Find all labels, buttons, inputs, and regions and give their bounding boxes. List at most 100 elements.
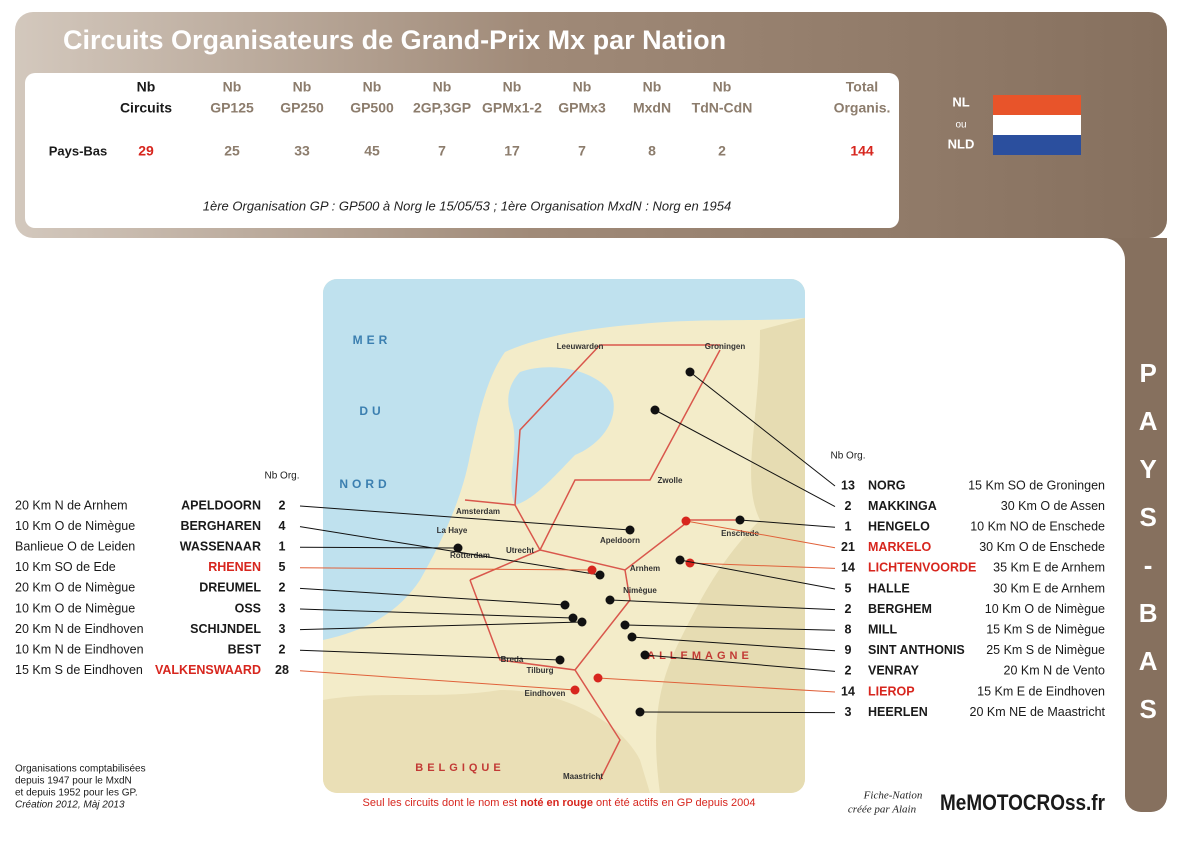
circuit-name: HEERLEN: [868, 705, 928, 719]
column-value: 144: [850, 143, 874, 159]
circuit-dot: [681, 516, 691, 526]
location: 30 Km E de Arnhem: [993, 581, 1105, 595]
circuit-dot: [650, 405, 660, 415]
leader-line: [299, 621, 583, 631]
flag-code: NL: [952, 94, 969, 109]
location: 10 Km NO de Enschede: [970, 519, 1105, 533]
location: 20 Km N de Eindhoven: [15, 622, 144, 636]
leader-line: [739, 519, 836, 528]
count: 2: [279, 642, 286, 656]
column-header: Nb: [363, 79, 382, 95]
column-value: 29: [138, 143, 154, 159]
circuit-dot: [560, 600, 570, 610]
map-label: Zwolle: [658, 476, 683, 485]
circuit-name: VALKENSWAARD: [155, 663, 261, 677]
column-value: 2: [718, 143, 726, 159]
column-header: Nb: [137, 79, 156, 95]
leader-line: [299, 505, 631, 531]
count: 2: [845, 664, 852, 678]
location: 10 Km O de Nimègue: [985, 602, 1105, 616]
count: 8: [845, 622, 852, 636]
column-value: 8: [648, 143, 656, 159]
map-label: Arnhem: [630, 564, 660, 573]
circuit-dot: [685, 558, 695, 568]
flag-stripe: [993, 115, 1081, 135]
circuit-dot: [620, 620, 630, 630]
map-sea: [323, 279, 805, 640]
map-label: Groningen: [705, 342, 746, 351]
location: 15 Km SO de Groningen: [968, 478, 1105, 492]
leader-line: [299, 526, 601, 576]
count: 3: [279, 622, 286, 636]
column-header: Nb: [293, 79, 312, 95]
circuit-dot: [627, 632, 637, 642]
map-label: DU: [359, 404, 384, 418]
content: NbCircuits29NbGP12525NbGP25033NbGP50045N…: [15, 79, 1106, 816]
circuit-dot: [453, 543, 463, 553]
circuit-name: APELDOORN: [181, 498, 261, 512]
map-label: NORD: [339, 477, 390, 491]
footnote: Organisations comptabilisées: [15, 764, 146, 775]
map-label: Nimègue: [623, 586, 657, 595]
count: 5: [845, 581, 852, 595]
column-value: 45: [364, 143, 380, 159]
count: 3: [279, 601, 286, 615]
side-band: [1080, 238, 1167, 812]
list-heading: Nb Org.: [264, 471, 299, 482]
map-label: Apeldoorn: [600, 536, 640, 545]
road: [469, 349, 721, 581]
leader-line: [299, 608, 574, 619]
map-label: MER: [353, 333, 392, 347]
road: [464, 499, 740, 571]
column-value: 7: [578, 143, 586, 159]
flag-stripe: [993, 135, 1081, 155]
logo: MeMOTOCROss.fr: [940, 790, 1105, 815]
bottom-note: Seul les circuits dont le nom est noté e…: [363, 797, 756, 809]
credit: créée par Alain: [848, 804, 917, 816]
count: 2: [845, 602, 852, 616]
map: MER DU NORD BELGIQUE ALLEMAGNE Groningen Leeuw…: [323, 279, 805, 793]
location: 35 Km E de Arnhem: [993, 561, 1105, 575]
location: 15 Km S de Nimègue: [986, 622, 1105, 636]
map-label: Eindhoven: [525, 689, 566, 698]
map-label: Breda: [501, 655, 524, 664]
count: 28: [275, 663, 289, 677]
count: 9: [845, 643, 852, 657]
circuit-dot: [685, 367, 695, 377]
circuit-name: LIEROP: [868, 684, 915, 698]
map-belgium: [323, 690, 650, 793]
location: 20 Km N de Arnhem: [15, 498, 128, 512]
leader-line: [679, 559, 836, 590]
column-header: Nb: [433, 79, 452, 95]
map-label: Leeuwarden: [557, 342, 604, 351]
leader-line: [299, 649, 561, 661]
location: 20 Km O de Nimègue: [15, 581, 135, 595]
footnote: et depuis 1952 pour les GP.: [15, 788, 138, 799]
column-header: Nb: [223, 79, 242, 95]
circuit-name: VENRAY: [868, 664, 920, 678]
leader-line: [644, 654, 836, 672]
column-header: GP500: [350, 100, 394, 116]
map-lake: [508, 367, 614, 505]
list-heading: Nb Org.: [830, 451, 865, 462]
column-header: Total: [846, 79, 878, 95]
count: 2: [279, 581, 286, 595]
leader-line: [299, 546, 459, 549]
circuit-dot: [625, 525, 635, 535]
flag: [993, 95, 1081, 155]
location: 15 Km S de Eindhoven: [15, 663, 143, 677]
map-label: Rotterdam: [450, 551, 490, 560]
location: 20 Km N de Vento: [1004, 664, 1106, 678]
column-value: 33: [294, 143, 310, 159]
map-label: BELGIQUE: [415, 762, 504, 774]
column-header: Nb: [503, 79, 522, 95]
circuit-dot: [568, 613, 578, 623]
leader-line: [689, 371, 836, 487]
circuit-dot: [735, 515, 745, 525]
count: 5: [279, 560, 286, 574]
circuit-name: DREUMEL: [199, 581, 261, 595]
road: [514, 344, 720, 506]
footnote: depuis 1947 pour le MxdN: [15, 776, 132, 787]
circuit-name: MARKELO: [868, 540, 931, 554]
